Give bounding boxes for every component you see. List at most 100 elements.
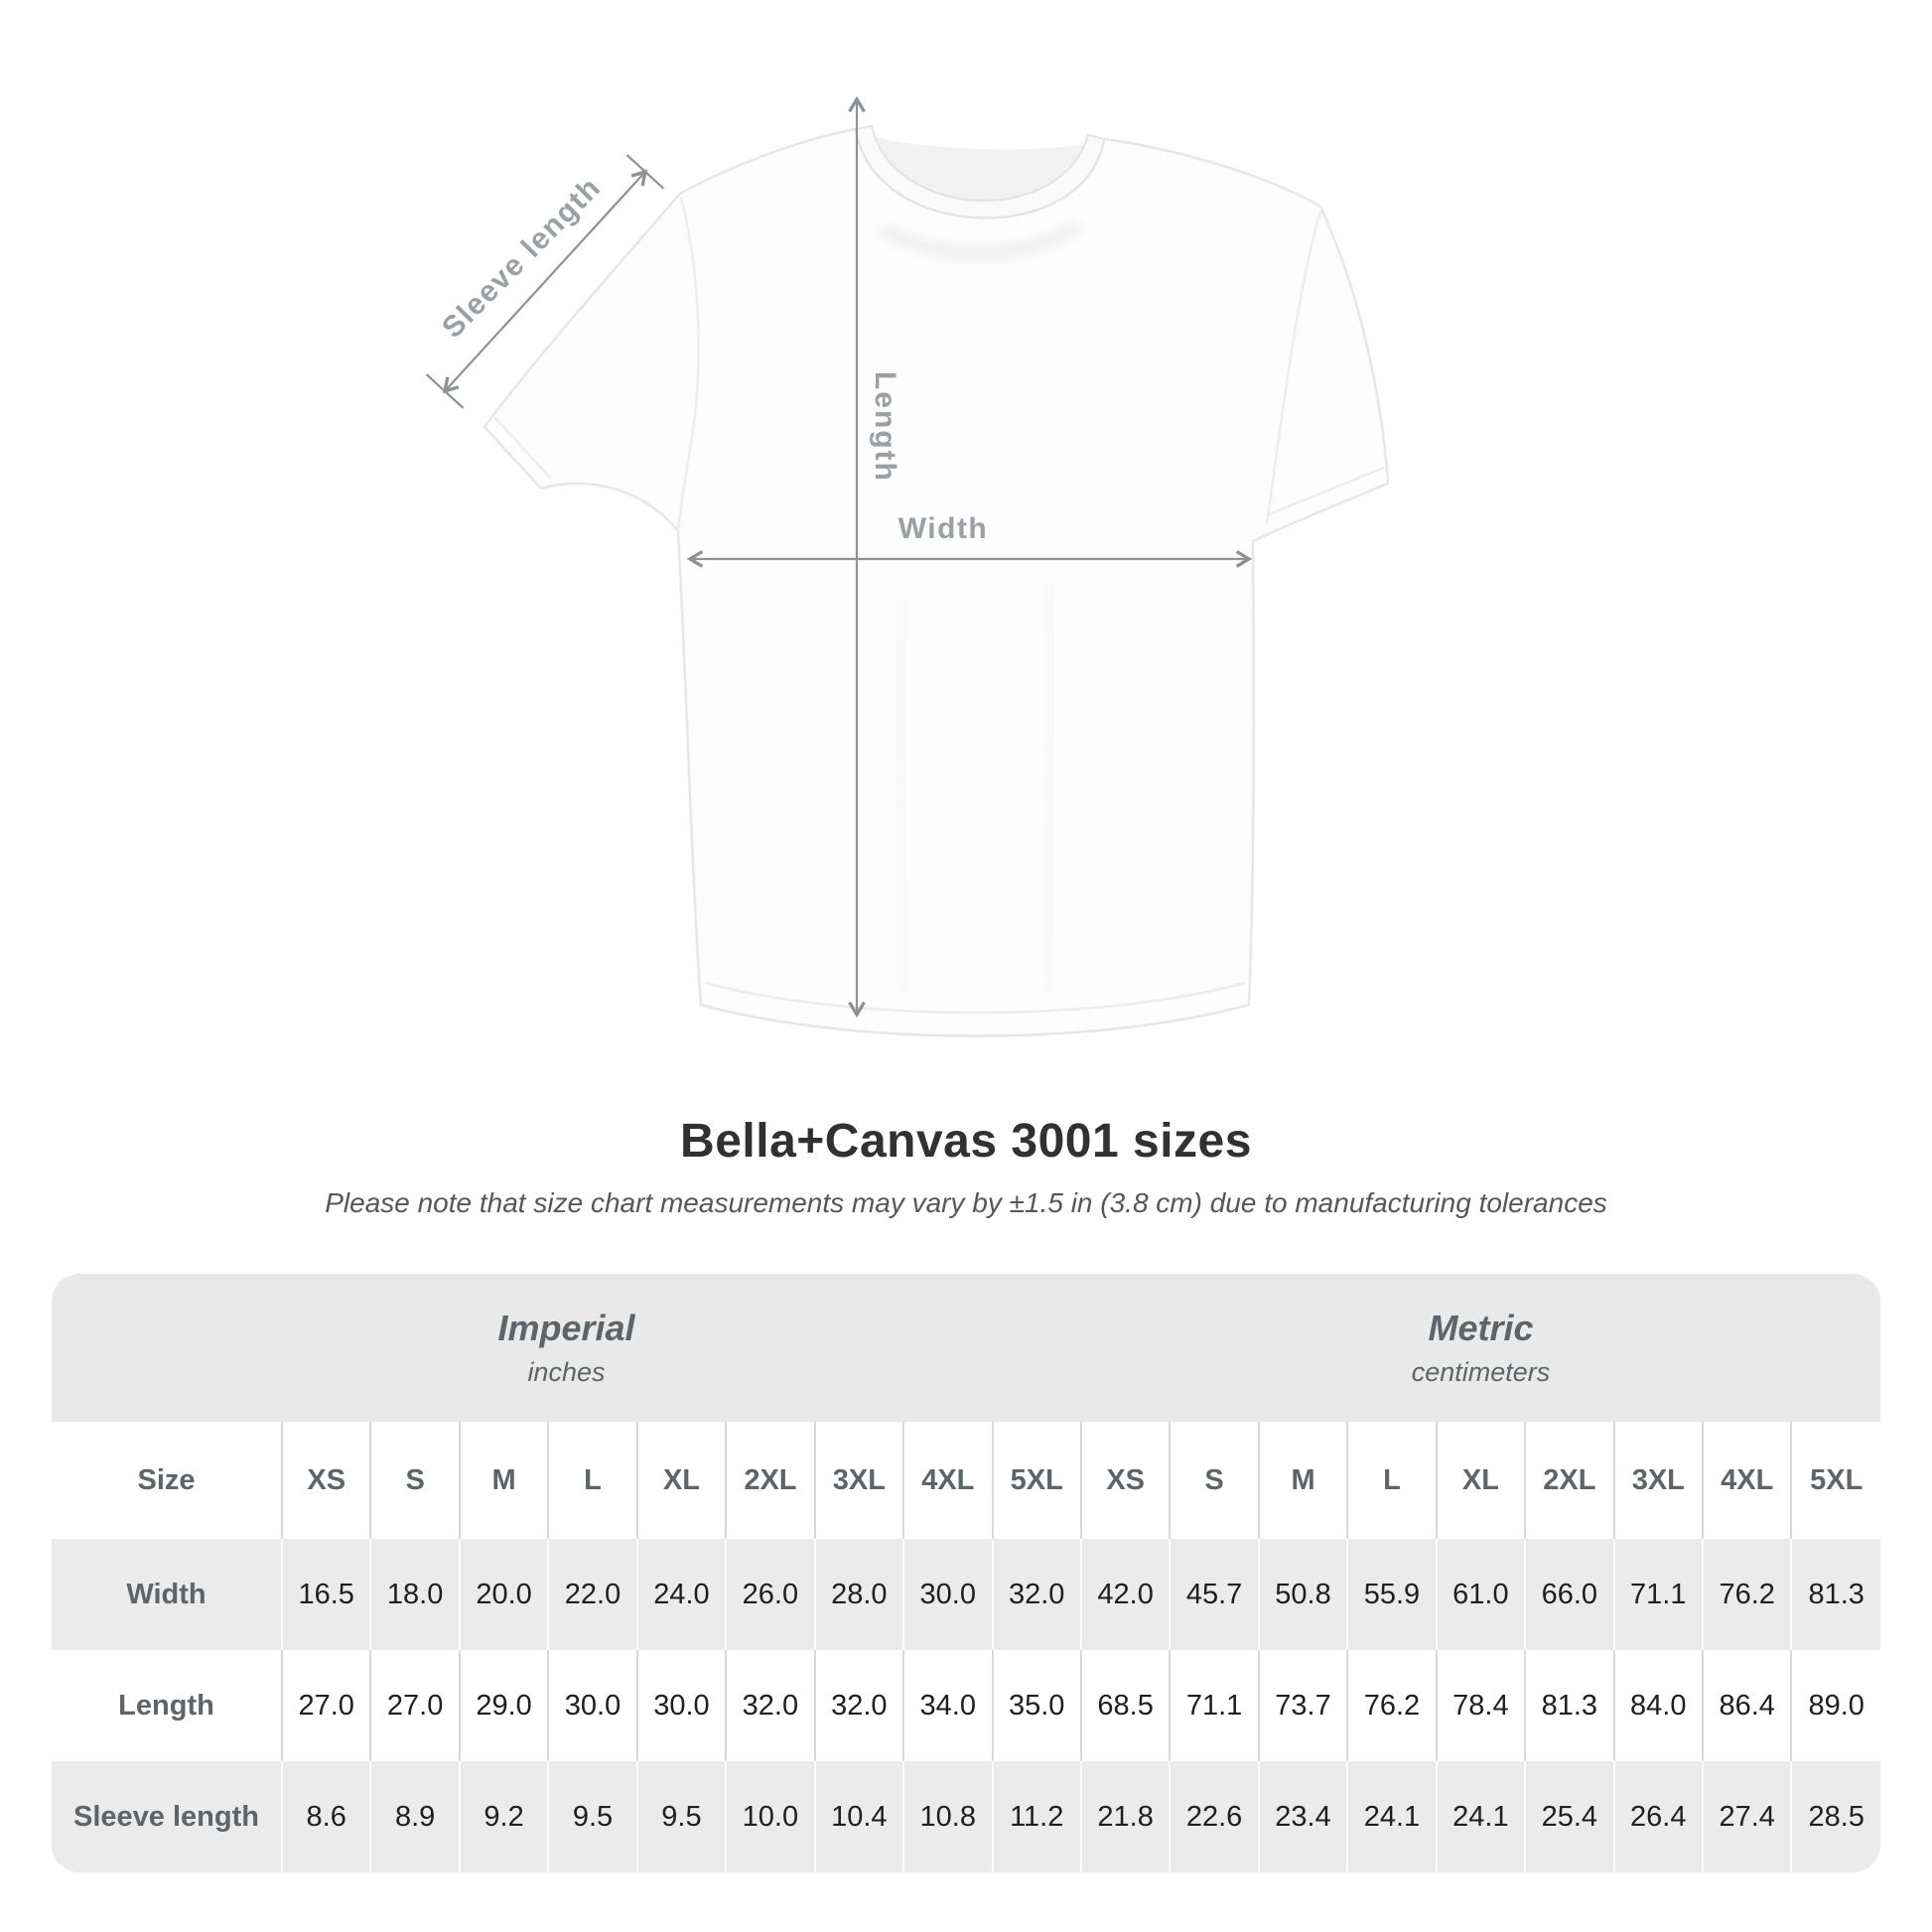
size-column-header: XL [635,1422,727,1539]
table-cell: 24.0 [635,1539,727,1650]
table-cell: 8.9 [369,1761,460,1872]
row-label-width: Width [126,1578,207,1610]
metric-group-label: Metric [1428,1308,1534,1348]
table-cell: 68.5 [1079,1650,1171,1761]
size-column-header: 4XL [902,1422,993,1539]
size-column-header: 2XL [1524,1422,1614,1539]
size-column-header: 4XL [1701,1422,1792,1539]
table-cell: 71.1 [1169,1650,1259,1761]
table-cell: 84.0 [1612,1650,1703,1761]
metric-unit-label: centimeters [1411,1357,1551,1387]
measurement-arrows [425,95,1253,1019]
table-cell: 10.0 [725,1761,815,1872]
table-cell: 24.1 [1346,1761,1437,1872]
size-column-header: S [1169,1422,1259,1539]
table-cell: 27.0 [369,1650,460,1761]
table-cell: 78.4 [1435,1650,1526,1761]
table-cell: 11.2 [991,1761,1081,1872]
table-cell: 20.0 [458,1539,549,1650]
sleeve-length-arrow [442,169,648,394]
size-column-header: 3XL [813,1422,904,1539]
sleeve-arrow-end-tick [425,373,465,409]
size-column-header: 3XL [1612,1422,1703,1539]
table-cell: 81.3 [1790,1539,1880,1650]
table-cell: 55.9 [1346,1539,1437,1650]
row-label-sleeve-length: Sleeve length [73,1800,259,1833]
table-cell: 18.0 [369,1539,460,1650]
table-cell: 26.4 [1612,1761,1703,1872]
metric-group-header: Metric centimeters [1081,1274,1880,1422]
size-corner-header: Size [137,1463,196,1496]
table-cell: 10.4 [813,1761,904,1872]
table-cell: 30.0 [902,1539,993,1650]
table-cell: 76.2 [1346,1650,1437,1761]
table-cell: 32.0 [991,1539,1081,1650]
table-cell: 81.3 [1524,1650,1614,1761]
table-cell: 22.0 [547,1539,637,1650]
table-cell: 8.6 [280,1761,371,1872]
size-column-header: L [547,1422,637,1539]
table-cell: 10.8 [902,1761,993,1872]
size-column-header: M [1257,1422,1348,1539]
table-cell: 32.0 [813,1650,904,1761]
table-cell: 24.1 [1435,1761,1526,1872]
size-column-header: M [458,1422,549,1539]
table-cell: 21.8 [1079,1761,1171,1872]
sleeve-length-row: Sleeve length 8.6 8.9 9.2 9.5 9.5 10.0 1… [52,1761,1880,1872]
size-column-header: XS [280,1422,371,1539]
table-cell: 16.5 [280,1539,371,1650]
tshirt-graphic [425,95,1390,1037]
table-cell: 9.2 [458,1761,549,1872]
table-cell: 28.0 [813,1539,904,1650]
table-cell: 71.1 [1612,1539,1703,1650]
size-column-header: XL [1435,1422,1526,1539]
table-cell: 42.0 [1079,1539,1171,1650]
row-label-length: Length [118,1689,214,1722]
table-cell: 25.4 [1524,1761,1614,1872]
table-cell: 26.0 [725,1539,815,1650]
table-cell: 45.7 [1169,1539,1259,1650]
size-column-header: 2XL [725,1422,815,1539]
width-label: Width [897,512,989,545]
size-chart-table: Imperial inches Metric centimeters Size … [52,1274,1880,1872]
table-cell: 73.7 [1257,1650,1348,1761]
page-subtitle: Please note that size chart measurements… [325,1187,1607,1218]
table-cell: 86.4 [1701,1650,1792,1761]
page-title: Bella+Canvas 3001 sizes [680,1115,1252,1168]
table-cell: 30.0 [635,1650,727,1761]
size-column-header: 5XL [991,1422,1081,1539]
imperial-group-label: Imperial [497,1308,635,1348]
width-row: Width 16.5 18.0 20.0 22.0 24.0 26.0 28.0… [52,1539,1880,1650]
length-label: Length [869,371,901,483]
size-column-header: XS [1079,1422,1171,1539]
size-column-header: L [1346,1422,1437,1539]
size-column-header: S [369,1422,460,1539]
tshirt-measurement-diagram: Sleeve length Length Width [425,95,1390,1037]
table-cell: 23.4 [1257,1761,1348,1872]
table-cell: 32.0 [725,1650,815,1761]
imperial-group-header: Imperial inches [52,1274,1081,1422]
table-cell: 61.0 [1435,1539,1526,1650]
units-band: Imperial inches Metric centimeters [52,1274,1880,1422]
length-row: Length 27.0 27.0 29.0 30.0 30.0 32.0 32.… [52,1650,1880,1761]
table-cell: 66.0 [1524,1539,1614,1650]
tshirt-silhouette [483,124,1390,1037]
table-cell: 34.0 [902,1650,993,1761]
size-column-header: 5XL [1790,1422,1880,1539]
table-cell: 89.0 [1790,1650,1880,1761]
table-cell: 30.0 [547,1650,637,1761]
size-header-row: Size XS S M L XL 2XL 3XL 4XL 5XL XS S M … [52,1422,1880,1539]
table-cell: 9.5 [547,1761,637,1872]
table-cell: 29.0 [458,1650,549,1761]
table-cell: 76.2 [1701,1539,1792,1650]
table-cell: 28.5 [1790,1761,1880,1872]
table-cell: 22.6 [1169,1761,1259,1872]
table-cell: 9.5 [635,1761,727,1872]
table-cell: 50.8 [1257,1539,1348,1650]
sleeve-arrow-end-tick [625,154,665,190]
size-chart: Imperial inches Metric centimeters Size … [52,1274,1880,1872]
table-cell: 27.0 [280,1650,371,1761]
imperial-unit-label: inches [527,1357,606,1387]
table-cell: 27.4 [1701,1761,1792,1872]
table-cell: 35.0 [991,1650,1081,1761]
